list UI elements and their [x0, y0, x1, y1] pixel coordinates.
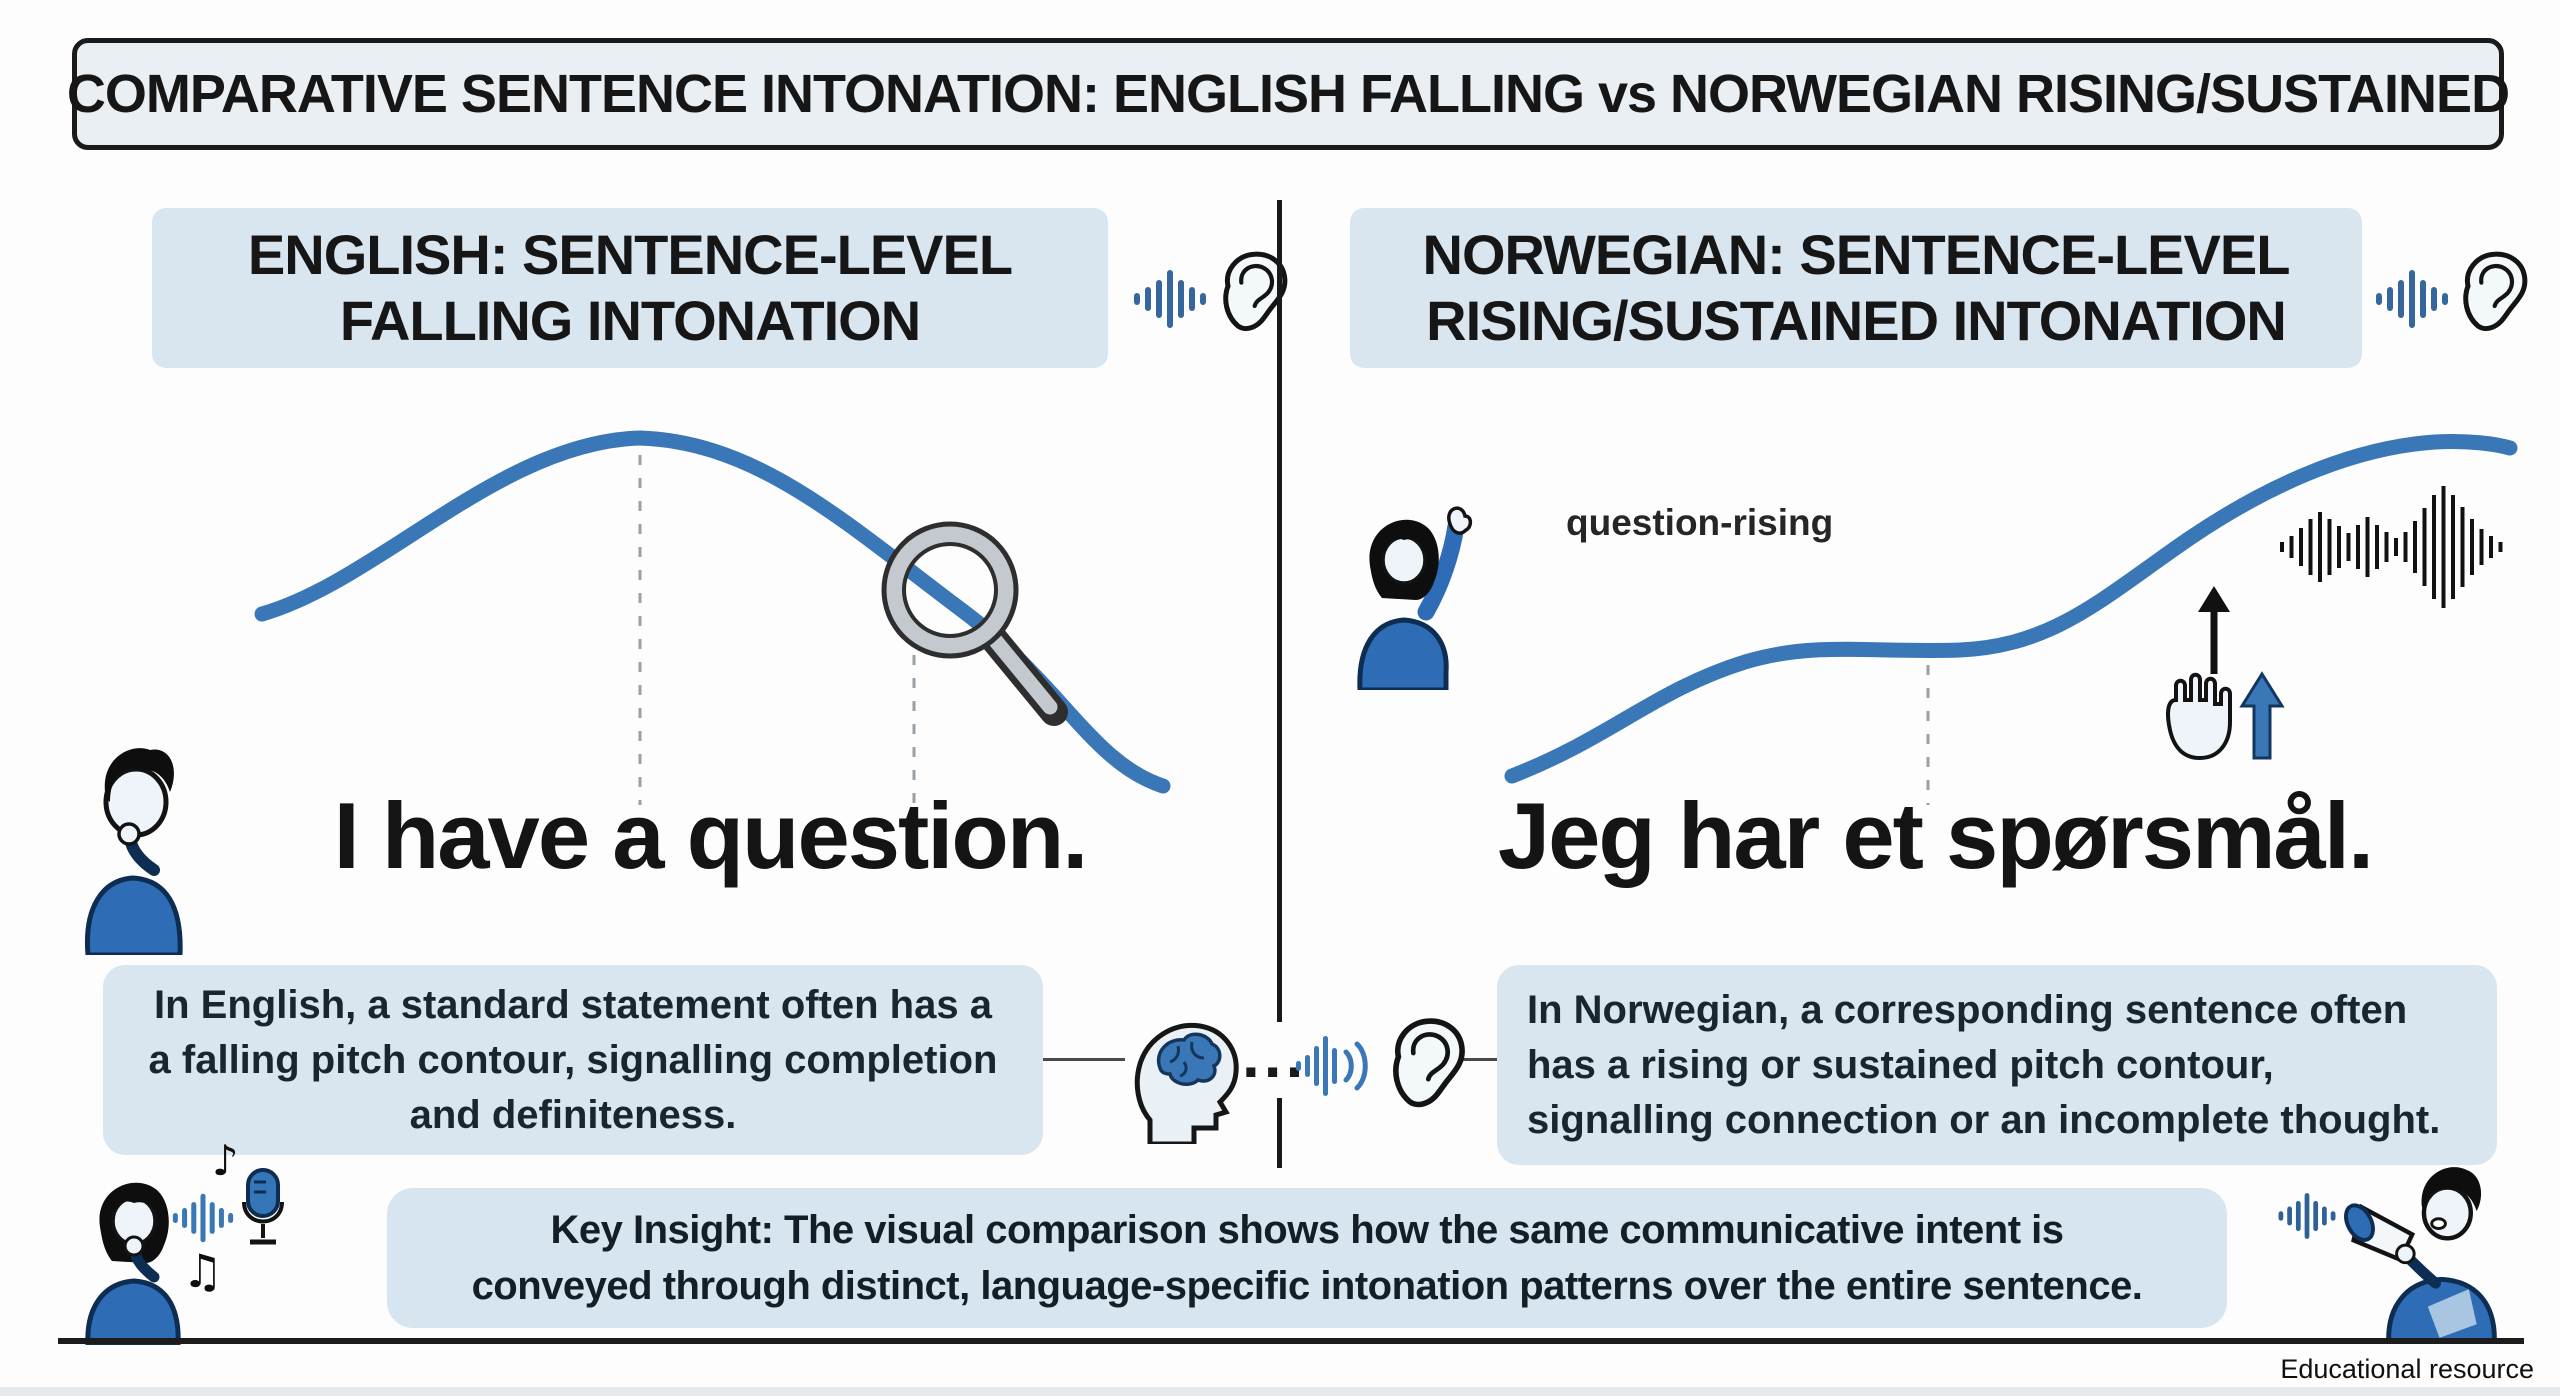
up-arrow-icon	[2198, 586, 2230, 674]
right-connector-line	[1444, 1058, 1498, 1061]
music-note-icon: ♫	[182, 1244, 224, 1298]
thinking-woman-icon	[85, 1182, 181, 1345]
norwegian-header: NORWEGIAN: SENTENCE-LEVEL RISING/SUSTAIN…	[1350, 208, 2362, 368]
english-header-line2: FALLING INTONATION	[339, 289, 921, 352]
sound-wave-icon	[172, 1193, 234, 1243]
english-falling-pitch-curve	[254, 430, 1171, 805]
music-note-icon: ♪	[212, 1136, 239, 1185]
english-header-line1: ENGLISH: SENTENCE-LEVEL	[247, 223, 1013, 286]
english-desc-line3: and definiteness.	[409, 1092, 737, 1137]
panel-divider	[1277, 1098, 1282, 1168]
sound-wave-icon	[1134, 270, 1206, 328]
norwegian-sentence: Jeg har et spørsmål.	[1497, 783, 2374, 888]
key-insight-line2: conveyed through distinct, language-spec…	[471, 1264, 2143, 1308]
megaphone-man-icon	[2344, 1167, 2497, 1344]
english-desc-line1: In English, a standard statement often h…	[154, 982, 992, 1027]
ellipsis-dots: ...	[1242, 1019, 1308, 1091]
norwegian-rising-pitch-curve	[1504, 433, 2518, 805]
key-insight-line1: Key Insight: The visual comparison shows…	[550, 1208, 2064, 1252]
english-header: ENGLISH: SENTENCE-LEVEL FALLING INTONATI…	[152, 208, 1108, 368]
question-rising-label: question-rising	[1566, 502, 1834, 543]
english-description: In English, a standard statement often h…	[103, 965, 1043, 1155]
ear-icon	[2463, 251, 2528, 332]
magnifier-icon	[881, 521, 1068, 726]
page-title: COMPARATIVE SENTENCE INTONATION: ENGLISH…	[66, 64, 2510, 124]
ear-icon	[1393, 1018, 1465, 1108]
microphone-icon	[242, 1168, 284, 1245]
norwegian-desc-line3: signalling connection or an incomplete t…	[1527, 1097, 2441, 1142]
speech-wave-icon	[1296, 1036, 1368, 1096]
head-brain-icon	[1134, 1022, 1239, 1144]
title-banner: COMPARATIVE SENTENCE INTONATION: ENGLISH…	[67, 38, 2510, 150]
hand-raise-up-icon	[2166, 671, 2285, 761]
woman-raising-hand-icon	[1357, 506, 1473, 690]
english-desc-line2: a falling pitch contour, signalling comp…	[148, 1037, 998, 1082]
bottom-divider-line	[58, 1338, 2524, 1344]
norwegian-desc-line2: has a rising or sustained pitch contour,	[1527, 1042, 2274, 1087]
norwegian-description: In Norwegian, a corresponding sentence o…	[1497, 965, 2497, 1165]
left-connector-line	[1043, 1058, 1125, 1061]
norwegian-header-line1: NORWEGIAN: SENTENCE-LEVEL	[1422, 223, 2291, 286]
footer-note: Educational resource	[2280, 1354, 2534, 1384]
sound-wave-icon	[2278, 1193, 2336, 1239]
panel-divider	[1277, 200, 1282, 1022]
norwegian-desc-line1: In Norwegian, a corresponding sentence o…	[1527, 987, 2408, 1032]
sound-wave-icon	[2376, 270, 2448, 328]
key-insight-box: Key Insight: The visual comparison shows…	[387, 1188, 2227, 1328]
norwegian-header-line2: RISING/SUSTAINED INTONATION	[1426, 289, 2287, 352]
ear-icon	[1223, 251, 1288, 332]
bottom-edge-strip	[0, 1387, 2560, 1396]
thinking-man-icon	[84, 748, 183, 955]
waveform-icon	[2280, 486, 2503, 608]
english-sentence: I have a question.	[333, 783, 1089, 888]
